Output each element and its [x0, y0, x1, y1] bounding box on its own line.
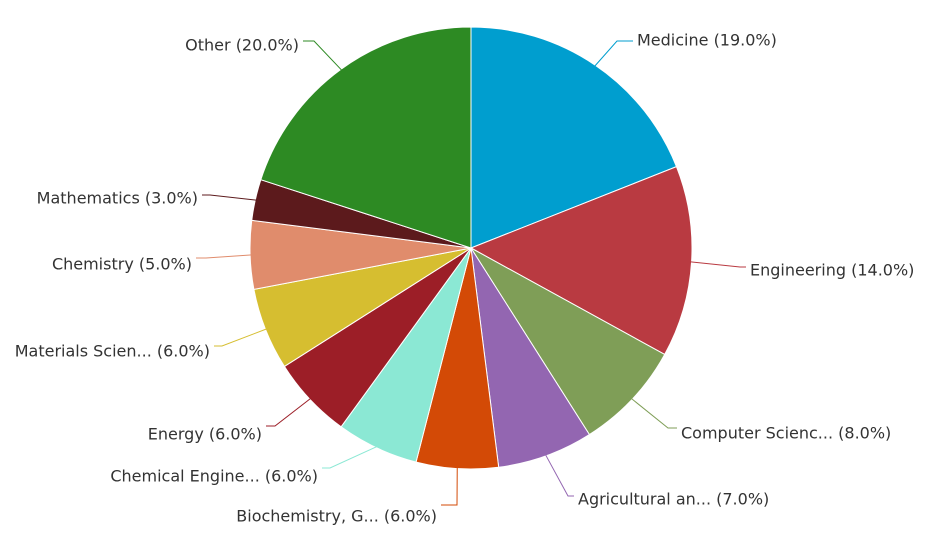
pie-slices — [249, 26, 693, 470]
leader-line — [322, 445, 378, 469]
slice-label: Chemical Engine... (6.0%) — [110, 467, 318, 486]
leader-line — [202, 194, 258, 201]
leader-line — [214, 328, 268, 347]
leader-line — [689, 261, 746, 268]
slice-label: Medicine (19.0%) — [637, 31, 777, 50]
leader-line — [196, 254, 253, 259]
leader-line — [266, 397, 312, 427]
slice-label: Mathematics (3.0%) — [37, 189, 198, 208]
leader-line — [544, 453, 574, 497]
slice-label: Biochemistry, G... (6.0%) — [236, 507, 437, 526]
leader-line — [630, 397, 677, 429]
slice-label: Agricultural an... (7.0%) — [578, 490, 769, 509]
slice-label: Chemistry (5.0%) — [52, 255, 192, 274]
slice-label: Energy (6.0%) — [148, 425, 262, 444]
slice-label: Computer Scienc... (8.0%) — [681, 424, 891, 443]
slice-label: Engineering (14.0%) — [750, 261, 914, 280]
leader-line — [303, 40, 343, 72]
leader-lines — [196, 40, 746, 506]
leader-line — [441, 466, 458, 506]
slice-label: Materials Scien... (6.0%) — [15, 342, 210, 361]
leader-line — [593, 40, 633, 68]
slice-label: Other (20.0%) — [185, 36, 299, 55]
slice-labels: Medicine (19.0%) Engineering (14.0%) Compu… — [15, 31, 915, 526]
